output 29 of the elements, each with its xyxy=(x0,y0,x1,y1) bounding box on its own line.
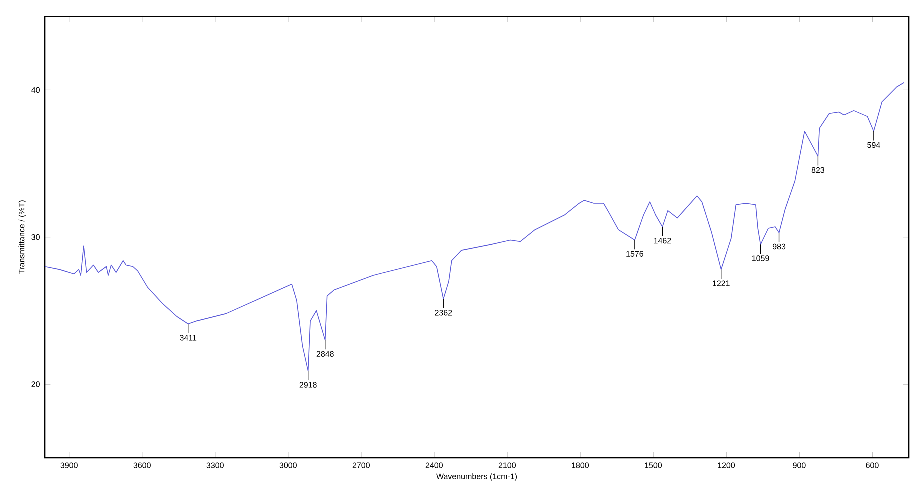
x-tick-label: 1500 xyxy=(645,462,662,469)
annotation: 2918 xyxy=(300,382,317,388)
annotation: 3411 xyxy=(180,335,197,341)
x-tick-label: 1200 xyxy=(718,462,736,469)
x-tick-label: 2400 xyxy=(426,462,443,469)
x-tick-label: 3600 xyxy=(134,462,151,469)
annotation: 823 xyxy=(812,168,825,174)
x-tick-label: 3000 xyxy=(280,462,297,469)
x-tick-label: 900 xyxy=(793,462,806,469)
annotation: 1221 xyxy=(713,280,730,286)
y-tick-label: 30 xyxy=(32,234,40,240)
line-series xyxy=(44,82,905,372)
x-tick-label: 2100 xyxy=(498,462,516,469)
annotation: 2848 xyxy=(316,351,334,358)
x-tick-label: 2700 xyxy=(352,462,370,469)
y-axis-title: Transmittance / (%T) xyxy=(18,200,26,274)
x-tick-label: 1800 xyxy=(572,462,590,469)
annotation: 594 xyxy=(868,142,880,148)
x-axis-title: Wavenumbers (1cm-1) xyxy=(436,474,518,482)
annotation: 1576 xyxy=(626,251,644,258)
annotation: 1462 xyxy=(654,238,672,244)
x-tick-label: 3900 xyxy=(60,462,78,469)
x-tick-label: 600 xyxy=(866,462,879,469)
y-tick-label: 40 xyxy=(32,88,40,94)
x-tick-label: 3300 xyxy=(206,462,224,469)
annotation: 1059 xyxy=(752,256,770,262)
annotation: 2362 xyxy=(435,310,452,316)
annotation: 983 xyxy=(772,244,786,250)
y-tick-label: 20 xyxy=(32,382,40,388)
